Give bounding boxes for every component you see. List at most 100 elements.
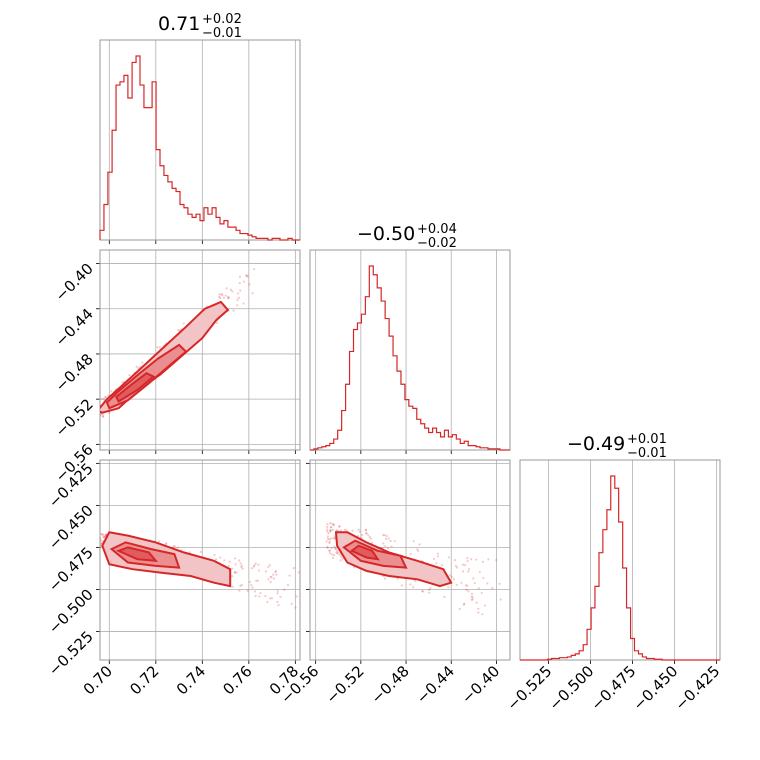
sample-point bbox=[108, 411, 111, 414]
sample-point bbox=[104, 396, 108, 399]
sample-point bbox=[241, 567, 244, 570]
scatter-panel-param0-vs-param2: 0.70 0.72 0.74 0.76 0.78−0.525−0.500−0.475−0… bbox=[45, 459, 302, 698]
y-tick-label: −0.44 bbox=[52, 305, 97, 350]
sample-point bbox=[101, 413, 104, 416]
sample-point bbox=[326, 546, 329, 549]
sample-point bbox=[481, 613, 484, 616]
sample-point bbox=[358, 530, 361, 533]
sample-point bbox=[338, 525, 341, 528]
sample-point bbox=[173, 545, 176, 548]
sample-point bbox=[414, 580, 417, 583]
sample-point bbox=[141, 361, 144, 364]
sample-point bbox=[231, 585, 234, 588]
sample-point bbox=[466, 584, 469, 587]
sample-point bbox=[156, 346, 159, 349]
sample-point bbox=[329, 525, 332, 529]
sample-point bbox=[470, 595, 473, 598]
sample-point bbox=[468, 568, 471, 571]
sample-point bbox=[329, 522, 332, 525]
sample-point bbox=[454, 564, 457, 568]
sample-point bbox=[110, 390, 113, 393]
sample-point bbox=[491, 587, 494, 590]
sample-point bbox=[270, 576, 273, 579]
sample-point bbox=[364, 529, 367, 532]
sample-point bbox=[334, 547, 337, 550]
sample-point bbox=[290, 602, 293, 605]
sample-point bbox=[177, 329, 180, 332]
sample-point bbox=[475, 558, 478, 561]
x-tick-label: 0.76 bbox=[219, 662, 255, 698]
sample-point bbox=[135, 365, 138, 368]
sample-point bbox=[97, 405, 99, 407]
svg-text:−0.49: −0.49 bbox=[567, 433, 625, 455]
panel-frame bbox=[309, 459, 511, 661]
sample-point bbox=[225, 287, 228, 290]
sample-point bbox=[283, 588, 286, 591]
panel-content bbox=[100, 531, 300, 609]
sample-point bbox=[477, 611, 480, 614]
sample-point bbox=[450, 575, 453, 578]
sample-point bbox=[254, 590, 257, 593]
sample-point bbox=[267, 578, 270, 581]
sample-point bbox=[128, 374, 131, 377]
svg-text:+0.04: +0.04 bbox=[417, 222, 457, 237]
histogram-step-line bbox=[520, 475, 720, 661]
sample-point bbox=[295, 595, 298, 598]
sample-point bbox=[436, 552, 439, 555]
sample-point bbox=[477, 587, 480, 590]
sample-point bbox=[466, 556, 469, 560]
sample-point bbox=[470, 598, 473, 601]
sample-point bbox=[100, 413, 101, 415]
sample-point bbox=[251, 586, 254, 589]
sample-point bbox=[236, 292, 240, 295]
sample-point bbox=[245, 274, 248, 277]
sample-point bbox=[357, 528, 360, 531]
x-tick-label: −0.525 bbox=[503, 662, 555, 714]
sample-point bbox=[337, 551, 340, 554]
sample-point bbox=[223, 559, 226, 562]
sample-point bbox=[416, 548, 419, 551]
sample-point bbox=[248, 283, 251, 286]
sample-point bbox=[460, 581, 463, 584]
sample-point bbox=[213, 553, 216, 557]
sample-point bbox=[351, 529, 354, 532]
sample-point bbox=[102, 397, 105, 400]
sample-point bbox=[368, 535, 371, 539]
svg-text:−0.02: −0.02 bbox=[417, 236, 457, 251]
sample-point bbox=[336, 552, 339, 555]
sample-point bbox=[390, 545, 393, 548]
sample-point bbox=[365, 532, 368, 535]
sample-point bbox=[326, 522, 329, 526]
sample-point bbox=[275, 573, 278, 576]
density-contour-3 bbox=[115, 546, 159, 563]
sample-point bbox=[364, 528, 368, 531]
x-tick-label: 0.70 bbox=[80, 662, 116, 698]
sample-point bbox=[382, 533, 385, 537]
sample-point bbox=[250, 567, 254, 570]
sample-point bbox=[463, 602, 466, 605]
sample-point bbox=[274, 569, 278, 573]
sample-point bbox=[248, 580, 251, 584]
sample-point bbox=[102, 535, 105, 539]
sample-point bbox=[383, 577, 387, 580]
sample-point bbox=[393, 539, 396, 543]
sample-point bbox=[329, 530, 332, 533]
panel-frame bbox=[309, 249, 511, 451]
sample-point bbox=[325, 528, 329, 531]
sample-point bbox=[326, 530, 329, 533]
sample-point bbox=[236, 298, 239, 301]
sample-point bbox=[333, 536, 336, 540]
sample-point bbox=[329, 537, 333, 540]
panel-frame bbox=[99, 249, 301, 451]
sample-point bbox=[499, 598, 502, 601]
sample-point bbox=[409, 583, 412, 586]
sample-point bbox=[229, 288, 232, 291]
sample-point bbox=[455, 566, 459, 569]
sample-point bbox=[104, 395, 107, 398]
sample-point bbox=[233, 570, 236, 573]
sample-point bbox=[227, 297, 230, 300]
sample-point bbox=[121, 381, 124, 384]
sample-point bbox=[385, 534, 388, 538]
sample-point bbox=[478, 570, 481, 573]
sample-point bbox=[329, 528, 332, 532]
